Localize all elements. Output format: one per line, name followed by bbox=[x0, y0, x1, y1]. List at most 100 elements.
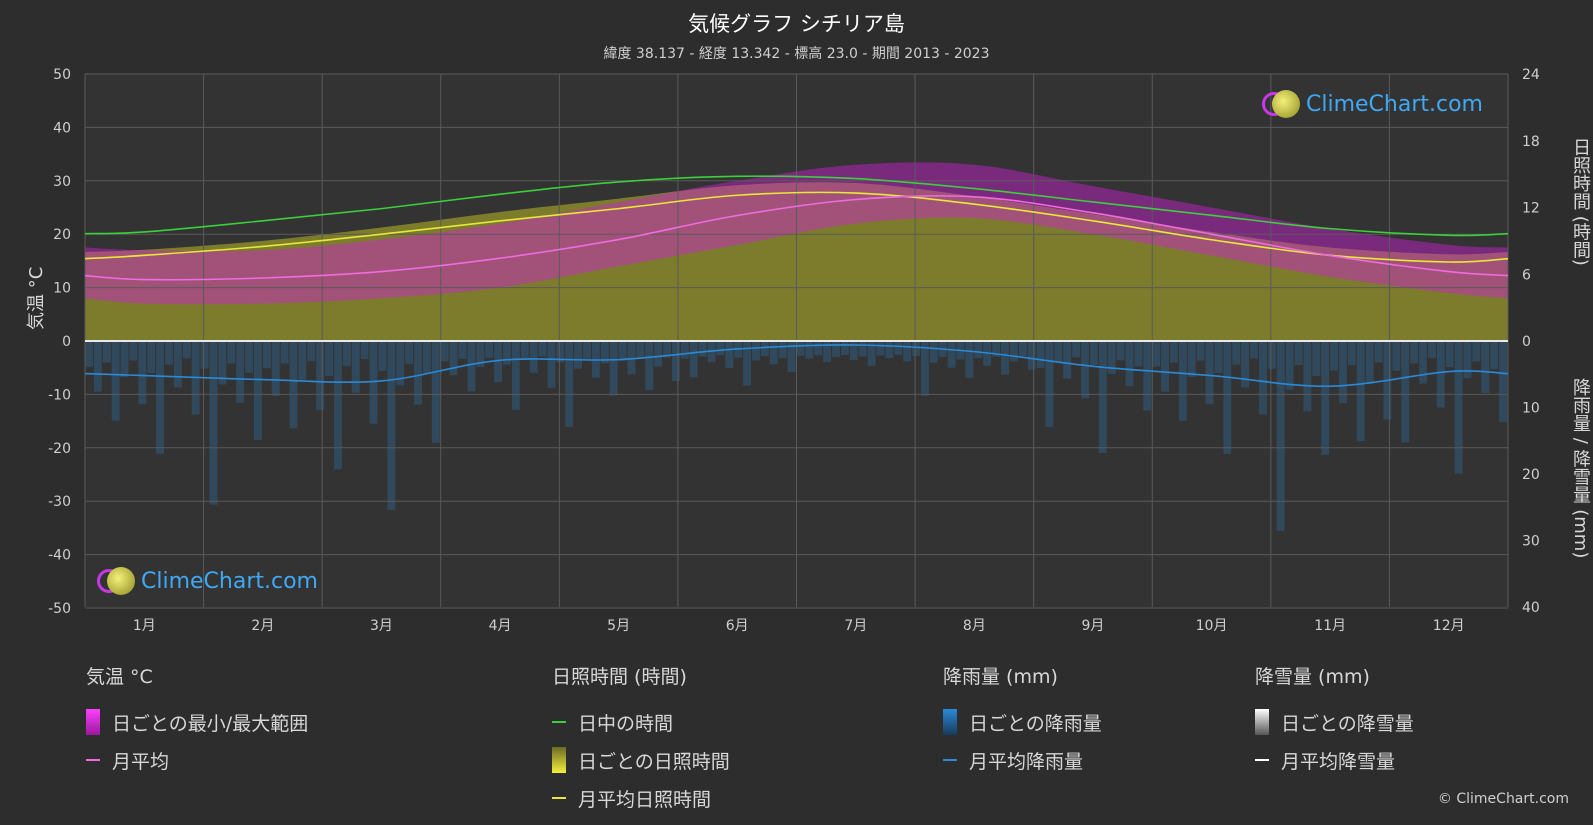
daily-rain-bar bbox=[1276, 341, 1285, 531]
daily-rain-bar bbox=[965, 341, 974, 378]
daily-rain-bar bbox=[218, 341, 227, 385]
daily-rain-bar bbox=[912, 341, 921, 356]
daily-rain-bar bbox=[538, 341, 547, 357]
daily-rain-bar bbox=[1107, 341, 1116, 375]
y-tick-right-hours: 0 bbox=[1522, 334, 1531, 350]
daily-rain-bar bbox=[1267, 341, 1276, 369]
daily-rain-bar bbox=[636, 341, 645, 359]
daily-rain-bar bbox=[529, 341, 538, 373]
legend-item: 日ごとの降雨量 bbox=[943, 703, 1102, 741]
daily-rain-bar bbox=[236, 341, 245, 403]
y-tick-left: -20 bbox=[48, 441, 71, 457]
daily-rain-bar bbox=[422, 341, 431, 374]
x-tick-month: 5月 bbox=[607, 618, 630, 634]
daily-rain-bar bbox=[1178, 341, 1187, 421]
daily-rain-bar bbox=[778, 341, 787, 359]
daily-rain-bar bbox=[1250, 341, 1258, 359]
x-tick-month: 9月 bbox=[1081, 618, 1104, 634]
legend-item: 日ごとの日照時間 bbox=[552, 741, 730, 779]
legend-item: 日ごとの最小/最大範囲 bbox=[86, 703, 308, 741]
chart-subtitle: 緯度 38.137 - 経度 13.342 - 標高 23.0 - 期間 201… bbox=[603, 46, 990, 62]
legend-item: 日ごとの降雪量 bbox=[1255, 703, 1414, 741]
daily-rain-bar bbox=[209, 341, 218, 505]
daily-rain-bar bbox=[1258, 341, 1267, 415]
daily-rain-bar bbox=[654, 341, 663, 367]
legend-label: 月平均降雪量 bbox=[1281, 750, 1396, 773]
legend-header: 気温 °C bbox=[86, 666, 153, 688]
daily-rain-bar bbox=[414, 341, 422, 405]
daily-rain-bar bbox=[716, 341, 725, 356]
x-tick-month: 8月 bbox=[963, 618, 986, 634]
grid-lines bbox=[84, 73, 1509, 609]
daily-rain-bar bbox=[574, 341, 583, 369]
daily-rain-bar bbox=[600, 341, 609, 364]
legend-label: 月平均 bbox=[112, 750, 170, 773]
daily-rain-bar bbox=[565, 341, 574, 427]
series-lines bbox=[84, 175, 1509, 388]
daily-rain-bar bbox=[1454, 341, 1463, 474]
daily-rain-bar bbox=[1401, 341, 1410, 443]
series-line bbox=[84, 195, 1509, 281]
daily-rain-bar bbox=[1410, 341, 1419, 364]
daily-rain-bar bbox=[760, 341, 769, 357]
legend-item: 月平均降雪量 bbox=[1255, 741, 1414, 779]
y-tick-left: 10 bbox=[53, 281, 71, 297]
legend-label: 日ごとの日照時間 bbox=[578, 750, 730, 773]
daily-rain-bar bbox=[485, 341, 494, 358]
legend-rain: 降雨量 (mm) 日ごとの降雨量 月平均降雨量 bbox=[943, 662, 1102, 779]
daily-rain-bar bbox=[173, 341, 182, 388]
daily-rain-bar bbox=[120, 341, 129, 378]
daily-rain-bar bbox=[823, 341, 832, 362]
daily-rain-bar bbox=[342, 341, 351, 367]
x-tick-month: 4月 bbox=[489, 618, 512, 634]
daily-rain-bar bbox=[1330, 341, 1339, 371]
daily-rain-bar bbox=[1232, 341, 1241, 365]
logo-top[interactable]: ClimeChart.com bbox=[1262, 90, 1483, 118]
daily-rain-bar bbox=[1463, 341, 1472, 379]
legend-header: 降雨量 (mm) bbox=[943, 666, 1058, 688]
daily-rain-bar bbox=[1214, 341, 1223, 373]
y-tick-left: -10 bbox=[48, 387, 71, 403]
line-swatch bbox=[943, 759, 957, 761]
y-tick-right-mm: 40 bbox=[1522, 600, 1540, 616]
daily-rain-bar bbox=[627, 341, 636, 375]
daily-rain-bar bbox=[1339, 341, 1347, 404]
legend-label: 日ごとの降雨量 bbox=[969, 712, 1102, 735]
daily-rain-bar bbox=[405, 341, 414, 364]
daily-rain-bar bbox=[467, 341, 476, 392]
y-tick-right-hours: 24 bbox=[1522, 67, 1540, 83]
y-tick-right-hours: 12 bbox=[1522, 201, 1540, 217]
y-tick-left: -40 bbox=[48, 548, 71, 564]
daily-rain-bar bbox=[1081, 341, 1089, 399]
x-tick-month: 10月 bbox=[1196, 618, 1228, 634]
y-tick-left: 20 bbox=[53, 227, 71, 243]
daily-rain-bar bbox=[1365, 341, 1374, 385]
sunshine-swatch bbox=[552, 747, 566, 773]
logo-bottom[interactable]: ClimeChart.com bbox=[97, 567, 318, 595]
x-tick-month: 2月 bbox=[251, 618, 274, 634]
logo-sun-icon bbox=[107, 567, 135, 595]
daily-rain-bar bbox=[1419, 341, 1427, 384]
daily-rain-bar bbox=[494, 341, 503, 383]
daily-rain-bar bbox=[1205, 341, 1214, 405]
copyright-text: © ClimeChart.com bbox=[1437, 791, 1569, 807]
daily-rain-bar bbox=[102, 341, 111, 363]
daily-rain-bar bbox=[520, 341, 529, 361]
daily-rain-bar bbox=[449, 341, 458, 376]
daily-rain-bar bbox=[583, 341, 591, 359]
daily-rain-bar bbox=[698, 341, 707, 357]
daily-rain-bar bbox=[1312, 341, 1321, 377]
daily-rain-bar bbox=[227, 341, 236, 364]
chart-title: 気候グラフ シチリア島 bbox=[688, 12, 905, 36]
daily-rain-bar bbox=[1294, 341, 1303, 366]
daily-rain-bar bbox=[369, 341, 378, 424]
daily-rain-bar bbox=[156, 341, 165, 454]
x-tick-month: 12月 bbox=[1433, 618, 1465, 634]
daily-rain-bar bbox=[316, 341, 325, 410]
daily-rain-bar bbox=[974, 341, 983, 359]
daily-rain-bar bbox=[1027, 341, 1036, 370]
x-tick-month: 1月 bbox=[133, 618, 156, 634]
logo-text: ClimeChart.com bbox=[1306, 91, 1483, 117]
daily-rain-bar bbox=[903, 341, 912, 362]
